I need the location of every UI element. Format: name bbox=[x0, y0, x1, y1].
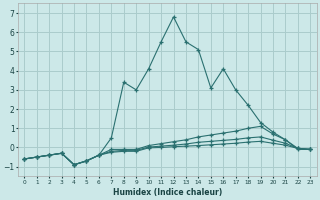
X-axis label: Humidex (Indice chaleur): Humidex (Indice chaleur) bbox=[113, 188, 222, 197]
